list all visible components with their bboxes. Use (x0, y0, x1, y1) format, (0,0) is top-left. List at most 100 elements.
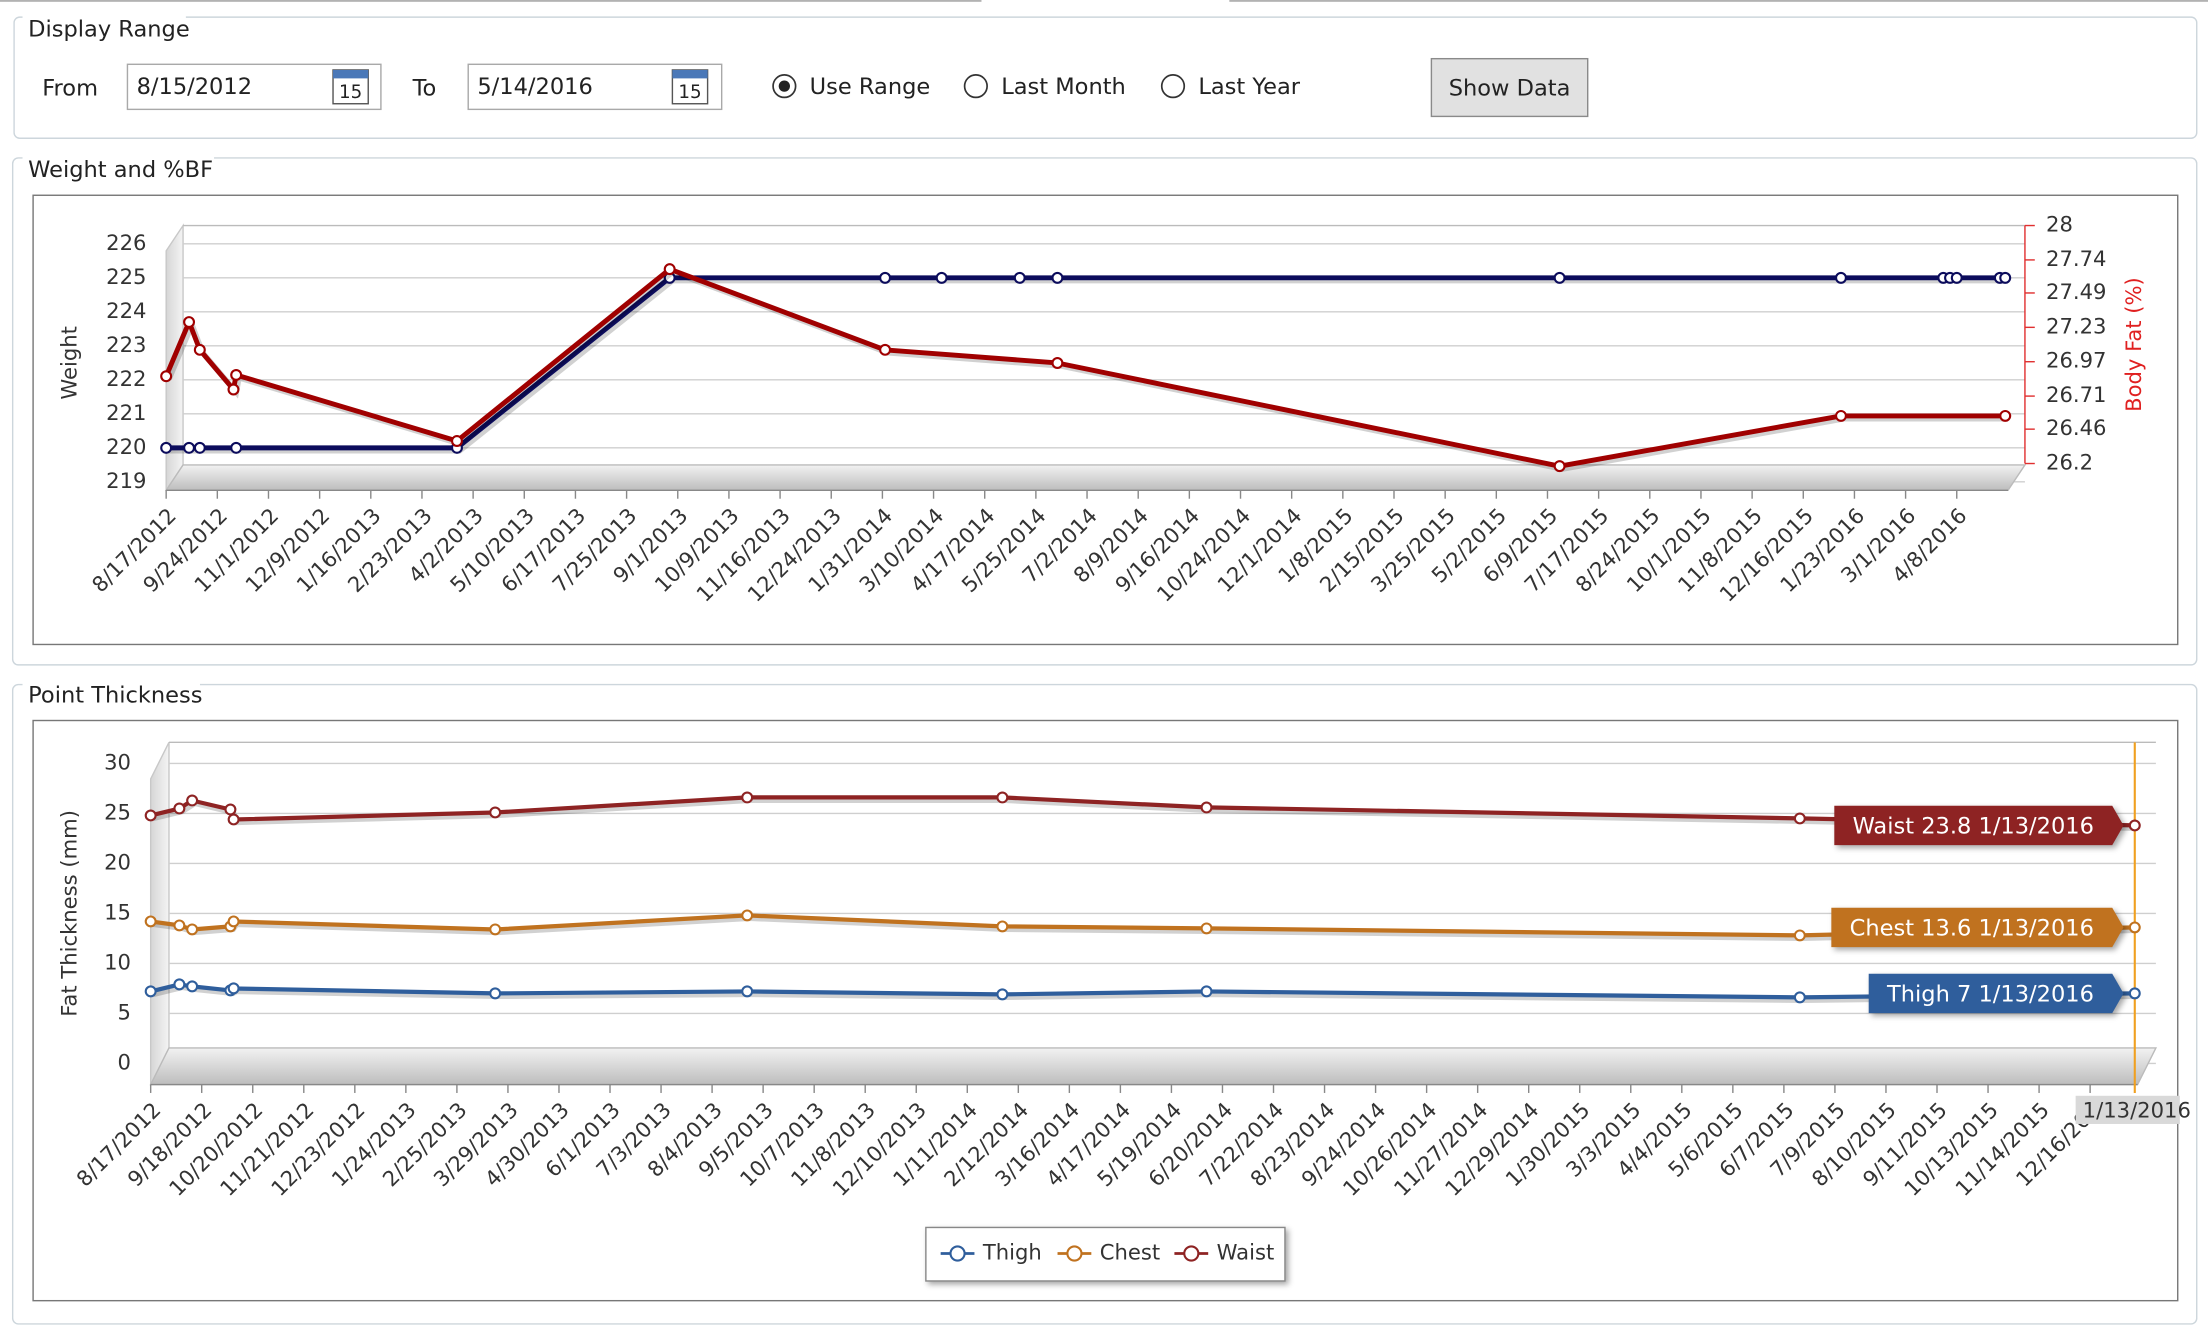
data-point (1999, 409, 2012, 422)
tooltip: Chest 13.6 1/13/2016 (1831, 907, 2124, 948)
y2-tick-label: 26.2 (2046, 450, 2093, 475)
group-title: Display Range (28, 16, 190, 42)
data-point (450, 435, 463, 448)
data-point (663, 263, 676, 276)
y-tick-label: 30 (104, 749, 131, 774)
y-axis-title: Fat Thickness (mm) (56, 810, 81, 1017)
data-point (741, 791, 754, 804)
y-tick-label: 221 (106, 400, 146, 425)
radio-group: Use Range Last Month Last Year (772, 74, 1301, 100)
radio-label: Last Month (1001, 74, 1126, 100)
y2-tick-label: 26.71 (2046, 382, 2106, 407)
y-tick-label: 20 (104, 849, 131, 874)
data-point (2128, 819, 2141, 832)
calendar-top (672, 69, 708, 79)
data-point (1950, 271, 1963, 284)
data-point (227, 813, 240, 826)
cursor-label: 1/13/2016 (2083, 1097, 2191, 1122)
data-point (227, 383, 240, 396)
group-box (11, 683, 2198, 1325)
data-point (224, 803, 237, 816)
y-tick-label: 15 (104, 899, 131, 924)
data-point (935, 271, 948, 284)
tooltip-text: Chest 13.6 1/13/2016 (1850, 915, 2094, 941)
data-point (996, 988, 1009, 1001)
y2-tick-label: 26.46 (2046, 415, 2106, 440)
data-point (160, 370, 173, 383)
data-point (144, 809, 157, 822)
group-box (13, 16, 2198, 139)
data-point (879, 271, 892, 284)
data-point (183, 316, 196, 329)
y2-tick-label: 26.97 (2046, 348, 2106, 373)
data-point (160, 441, 173, 454)
data-point (186, 923, 199, 936)
group-title: Point Thickness (28, 682, 202, 708)
data-point (879, 343, 892, 356)
y-tick-label: 223 (106, 332, 146, 357)
data-point (144, 915, 157, 928)
legend-marker (1183, 1245, 1200, 1262)
tooltip-box (1834, 805, 2124, 846)
y-tick-label: 220 (106, 434, 146, 459)
y-tick-label: 25 (104, 799, 131, 824)
legend-item: Chest (1057, 1240, 1160, 1265)
data-point (230, 368, 243, 381)
legend-label: Chest (1100, 1240, 1160, 1265)
legend-box (925, 1226, 1286, 1282)
y-tick-label: 222 (106, 366, 146, 391)
calendar-number: 15 (678, 82, 701, 103)
date-value: 8/15/2012 (137, 74, 252, 100)
radio-option[interactable]: Last Month (963, 74, 1126, 100)
radio-option[interactable]: Last Year (1160, 74, 1301, 100)
data-point (1553, 460, 1566, 473)
group-title-bg (22, 155, 215, 164)
legend-item: Thigh (940, 1240, 1042, 1265)
radio-label: Use Range (810, 74, 931, 100)
y-axis-title: Weight (56, 326, 81, 400)
data-point (227, 982, 240, 995)
tooltip-text: Waist 23.8 1/13/2016 (1853, 813, 2094, 839)
floor (149, 1047, 2158, 1086)
data-point (186, 980, 199, 993)
data-point (996, 920, 1009, 933)
y2-tick-label: 27.23 (2046, 313, 2106, 338)
cursor-label-box (2075, 1095, 2180, 1124)
y-tick-label: 0 (118, 1049, 131, 1074)
data-point (227, 915, 240, 928)
data-point (1834, 271, 1847, 284)
radio-option[interactable]: Use Range (772, 74, 931, 100)
tooltip-box (1831, 907, 2124, 948)
to-date-input[interactable]: 5/14/2016 15 (467, 63, 723, 111)
data-point (2128, 987, 2141, 1000)
data-point (1200, 801, 1213, 814)
y-tick-label: 224 (106, 298, 146, 323)
date-value: 5/14/2016 (477, 74, 592, 100)
data-point (186, 794, 199, 807)
y-tick-label: 5 (118, 999, 131, 1024)
y-tick-label: 225 (106, 264, 146, 289)
data-point (1051, 271, 1064, 284)
button-face[interactable] (1430, 57, 1589, 118)
legend-label: Thigh (982, 1240, 1042, 1265)
radio-label: Last Year (1198, 74, 1300, 100)
data-point (193, 343, 206, 356)
radio-button[interactable] (1160, 74, 1186, 99)
from-date-input[interactable]: 8/15/2012 15 (126, 63, 382, 111)
radio-dot (778, 80, 790, 92)
y-tick-label: 226 (106, 230, 146, 255)
data-point (144, 985, 157, 998)
data-point (230, 441, 243, 454)
group-title-bg (22, 14, 186, 23)
y2-axis-title: Body Fat (%) (2121, 277, 2146, 412)
show-data-button[interactable]: Show Data (1430, 57, 1589, 118)
data-point (741, 909, 754, 922)
data-point (489, 806, 502, 819)
data-point (489, 923, 502, 936)
radio-button[interactable] (963, 74, 988, 99)
data-point (1999, 271, 2012, 284)
tooltip-box (1868, 973, 2124, 1014)
